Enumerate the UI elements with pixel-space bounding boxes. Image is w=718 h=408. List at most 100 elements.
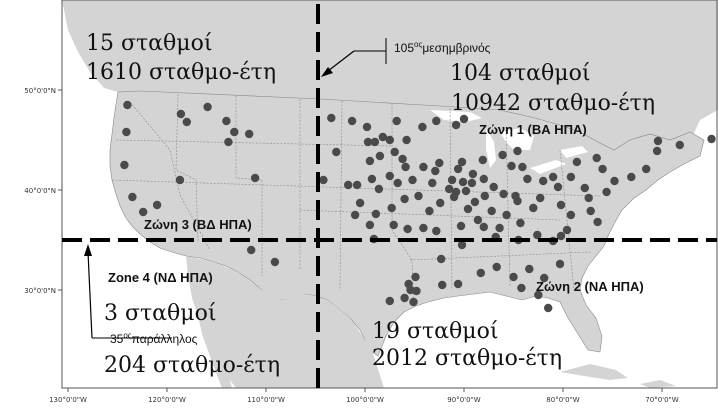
station-marker (498, 150, 507, 160)
station-marker (586, 206, 595, 216)
station-marker (222, 116, 231, 126)
zone-4-annotation: Zone 4 (ΝΔ ΗΠΑ) 3 σταθμοί 204 σταθμο-έτη (104, 270, 280, 378)
usa-land (109, 90, 705, 357)
zone-4-stations: 3 σταθμοί (104, 301, 216, 326)
station-marker (517, 283, 526, 293)
station-marker (428, 178, 437, 188)
lon-tick-80: 80°0'0"W (546, 396, 579, 404)
lat-tick-40: 40°0'0"N (24, 187, 56, 195)
station-marker (487, 206, 496, 216)
station-marker (507, 161, 516, 171)
station-marker (459, 114, 469, 124)
zone-4-name: Zone 4 (ΝΔ ΗΠΑ) (108, 270, 213, 285)
station-marker (327, 113, 336, 123)
station-marker (392, 116, 401, 126)
lon-tick-90: 90°0'0"W (447, 396, 480, 404)
station-marker (480, 191, 489, 201)
station-marker (347, 116, 357, 126)
station-marker (453, 164, 463, 174)
station-marker (652, 146, 662, 156)
lon-tick-labels: 130°0'0"W 120°0'0"W 110°0'0"W 100°0'0"W … (49, 396, 679, 404)
frame (58, 0, 718, 392)
station-marker (438, 280, 447, 290)
lon-tick-130: 130°0'0"W (49, 396, 87, 404)
station-marker (470, 197, 480, 207)
lon-tick-120: 120°0'0"W (148, 396, 186, 404)
zone-4-station-years: 204 σταθμο-έτη (104, 353, 280, 378)
station-marker (566, 172, 576, 182)
station-marker (123, 100, 132, 110)
station-marker (675, 140, 684, 150)
station-marker (707, 134, 716, 144)
station-marker (203, 102, 212, 112)
station-marker (385, 171, 394, 181)
lat-tick-50: 50°0'0"N (24, 87, 56, 95)
station-marker (476, 268, 485, 278)
station-marker (502, 210, 511, 220)
station-marker (627, 172, 636, 182)
mexico-land (186, 256, 384, 388)
station-marker (393, 178, 402, 188)
station-marker (385, 296, 394, 306)
station-marker (436, 198, 445, 208)
station-marker (653, 136, 663, 146)
station-marker (230, 127, 239, 137)
station-marker (457, 157, 467, 167)
station-marker (432, 116, 441, 126)
station-marker (458, 177, 468, 187)
station-marker (602, 187, 611, 197)
station-marker (467, 178, 477, 188)
meridian-annotation: 105οςμεσημβρινός (321, 38, 491, 77)
station-marker (363, 137, 373, 147)
station-marker (540, 273, 549, 283)
station-marker (456, 221, 466, 231)
lon-tick-70: 70°0'0"W (645, 396, 678, 404)
station-marker (371, 209, 381, 219)
station-marker (516, 218, 525, 228)
station-marker (479, 174, 488, 184)
great-lakes (430, 110, 588, 174)
parallel-annotation: 35οςπαράλληλος (84, 244, 198, 346)
station-marker (355, 198, 365, 208)
station-marker (175, 175, 185, 185)
station-marker (431, 166, 440, 176)
station-marker (548, 172, 558, 182)
station-marker (152, 200, 162, 210)
station-marker (457, 240, 467, 250)
station-marker (245, 129, 254, 139)
lon-tick-110: 110°0'0"W (247, 396, 285, 404)
station-marker (566, 210, 576, 220)
station-marker (539, 176, 548, 186)
station-marker (375, 151, 385, 161)
station-marker (409, 297, 418, 307)
station-marker (319, 175, 328, 185)
station-marker (247, 245, 256, 255)
station-marker (523, 174, 532, 184)
station-marker (398, 154, 407, 164)
station-marker (463, 204, 473, 214)
zone-1-stations: 104 σταθμοί (450, 61, 590, 86)
station-marker (555, 259, 565, 269)
station-marker (556, 231, 566, 241)
lat-tick-30: 30°0'0"N (24, 287, 56, 295)
station-marker (598, 164, 607, 174)
station-marker (374, 184, 384, 194)
station-marker (400, 194, 409, 204)
station-marker (365, 156, 375, 166)
station-marker (176, 109, 186, 119)
station-marker (536, 193, 545, 203)
station-marker (414, 191, 423, 201)
station-marker (419, 223, 428, 233)
lon-tick-100: 100°0'0"W (346, 396, 384, 404)
station-marker (509, 272, 518, 282)
station-marker (584, 193, 593, 203)
station-marker (270, 257, 280, 267)
station-marker (562, 225, 572, 235)
zone-1-station-years: 10942 σταθμο-έτη (451, 91, 655, 116)
zone-1-name: Ζώνη 1 (ΒΑ ΗΠΑ) (479, 122, 587, 137)
meridian-label: 105οςμεσημβρινός (394, 40, 491, 55)
station-marker (553, 182, 563, 192)
station-marker (580, 183, 589, 193)
station-marker (495, 223, 504, 233)
